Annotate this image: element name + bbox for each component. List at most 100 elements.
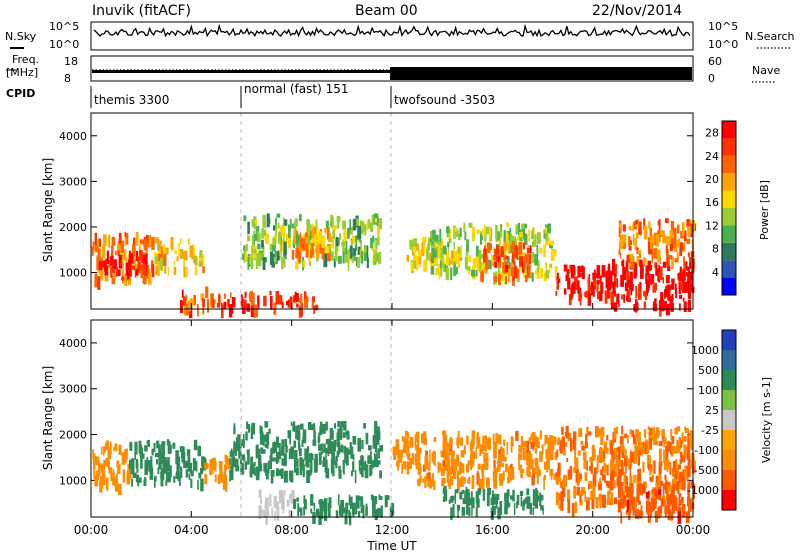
heatmap-cell <box>423 431 427 441</box>
heatmap-cell <box>510 439 513 453</box>
heatmap-cell <box>144 477 147 482</box>
heatmap-cell <box>125 262 130 276</box>
heatmap-cell <box>401 436 406 442</box>
heatmap-cell <box>450 267 453 280</box>
velocity-plot <box>92 420 696 526</box>
heatmap-cell <box>275 501 279 510</box>
heatmap-cell <box>664 505 668 514</box>
heatmap-cell <box>684 261 688 269</box>
heatmap-cell <box>112 272 117 279</box>
heatmap-cell <box>243 245 246 251</box>
heatmap-cell <box>217 474 221 485</box>
heatmap-cell <box>121 276 125 281</box>
heatmap-cell <box>669 297 673 308</box>
heatmap-cell <box>629 476 633 486</box>
heatmap-cell <box>655 440 659 446</box>
heatmap-cell <box>684 426 686 432</box>
heatmap-cell <box>179 466 183 479</box>
heatmap-cell <box>588 431 592 436</box>
heatmap-cell <box>370 237 373 249</box>
heatmap-cell <box>599 448 604 456</box>
heatmap-cell <box>658 219 661 233</box>
heatmap-cell <box>189 245 193 258</box>
colorbar-tick-label: 25 <box>705 404 719 417</box>
heatmap-cell <box>295 460 297 467</box>
heatmap-cell <box>200 478 204 492</box>
heatmap-cell <box>360 240 362 254</box>
heatmap-cell <box>231 462 234 471</box>
heatmap-cell <box>407 433 410 438</box>
heatmap-cell <box>250 292 255 305</box>
heatmap-cell <box>650 464 653 472</box>
heatmap-cell <box>337 436 340 443</box>
heatmap-cell <box>330 219 333 227</box>
heatmap-cell <box>679 272 683 282</box>
heatmap-cell <box>255 471 260 481</box>
heatmap-cell <box>553 473 557 480</box>
heatmap-cell <box>510 267 515 277</box>
heatmap-cell <box>434 257 438 265</box>
heatmap-cell <box>449 496 454 503</box>
heatmap-cell <box>281 500 285 510</box>
heatmap-cell <box>247 221 250 235</box>
heatmap-cell <box>628 226 632 231</box>
heatmap-cell <box>113 447 116 452</box>
heatmap-cell <box>283 453 287 467</box>
heatmap-cell <box>387 495 390 500</box>
heatmap-cell <box>605 447 609 455</box>
heatmap-cell <box>332 224 337 231</box>
heatmap-cell <box>452 470 457 479</box>
heatmap-cell <box>375 423 378 431</box>
heatmap-cell <box>606 434 609 441</box>
heatmap-cell <box>265 463 268 476</box>
heatmap-cell <box>572 439 576 450</box>
heatmap-cell <box>654 298 657 303</box>
heatmap-cell <box>157 467 160 475</box>
heatmap-cell <box>318 451 322 465</box>
heatmap-cell <box>367 455 371 464</box>
heatmap-cell <box>419 474 422 484</box>
heatmap-cell <box>634 238 637 250</box>
heatmap-cell <box>281 439 285 452</box>
heatmap-cell <box>376 213 379 227</box>
cpid-panel: CPID themis 3300 normal (fast) 151 twofs… <box>6 82 495 108</box>
heatmap-cell <box>621 425 624 435</box>
heatmap-cell <box>162 244 166 256</box>
heatmap-cell <box>646 283 650 290</box>
station-title: Inuvik (fitACF) <box>92 3 191 19</box>
heatmap-cell <box>261 239 264 248</box>
heatmap-cell <box>536 244 539 257</box>
heatmap-cell <box>349 226 353 235</box>
heatmap-cell <box>370 460 374 466</box>
heatmap-cell <box>537 232 541 244</box>
heatmap-cell <box>567 499 571 514</box>
heatmap-cell <box>370 494 374 500</box>
heatmap-cell <box>314 239 318 252</box>
heatmap-cell <box>477 463 481 470</box>
heatmap-cell <box>599 477 602 485</box>
heatmap-cell <box>330 252 334 261</box>
heatmap-cell <box>122 262 124 274</box>
heatmap-cell <box>618 248 621 255</box>
heatmap-cell <box>433 236 436 251</box>
heatmap-cell <box>593 276 596 290</box>
heatmap-cell <box>460 245 462 258</box>
heatmap-cell <box>538 495 542 502</box>
heatmap-cell <box>311 301 314 309</box>
heatmap-cell <box>422 236 427 243</box>
heatmap-cell <box>450 250 454 260</box>
heatmap-cell <box>295 467 299 476</box>
heatmap-cell <box>537 261 539 273</box>
heatmap-cell <box>447 242 450 247</box>
heatmap-cell <box>241 296 244 307</box>
heatmap-cell <box>643 290 647 297</box>
heatmap-cell <box>607 490 611 503</box>
heatmap-cell <box>485 477 490 488</box>
heatmap-cell <box>573 486 576 499</box>
heatmap-cell <box>670 442 672 455</box>
heatmap-cell <box>214 461 217 472</box>
heatmap-cell <box>681 454 686 463</box>
heatmap-cell <box>95 470 98 477</box>
heatmap-cell <box>332 460 336 465</box>
heatmap-cell <box>674 427 678 435</box>
